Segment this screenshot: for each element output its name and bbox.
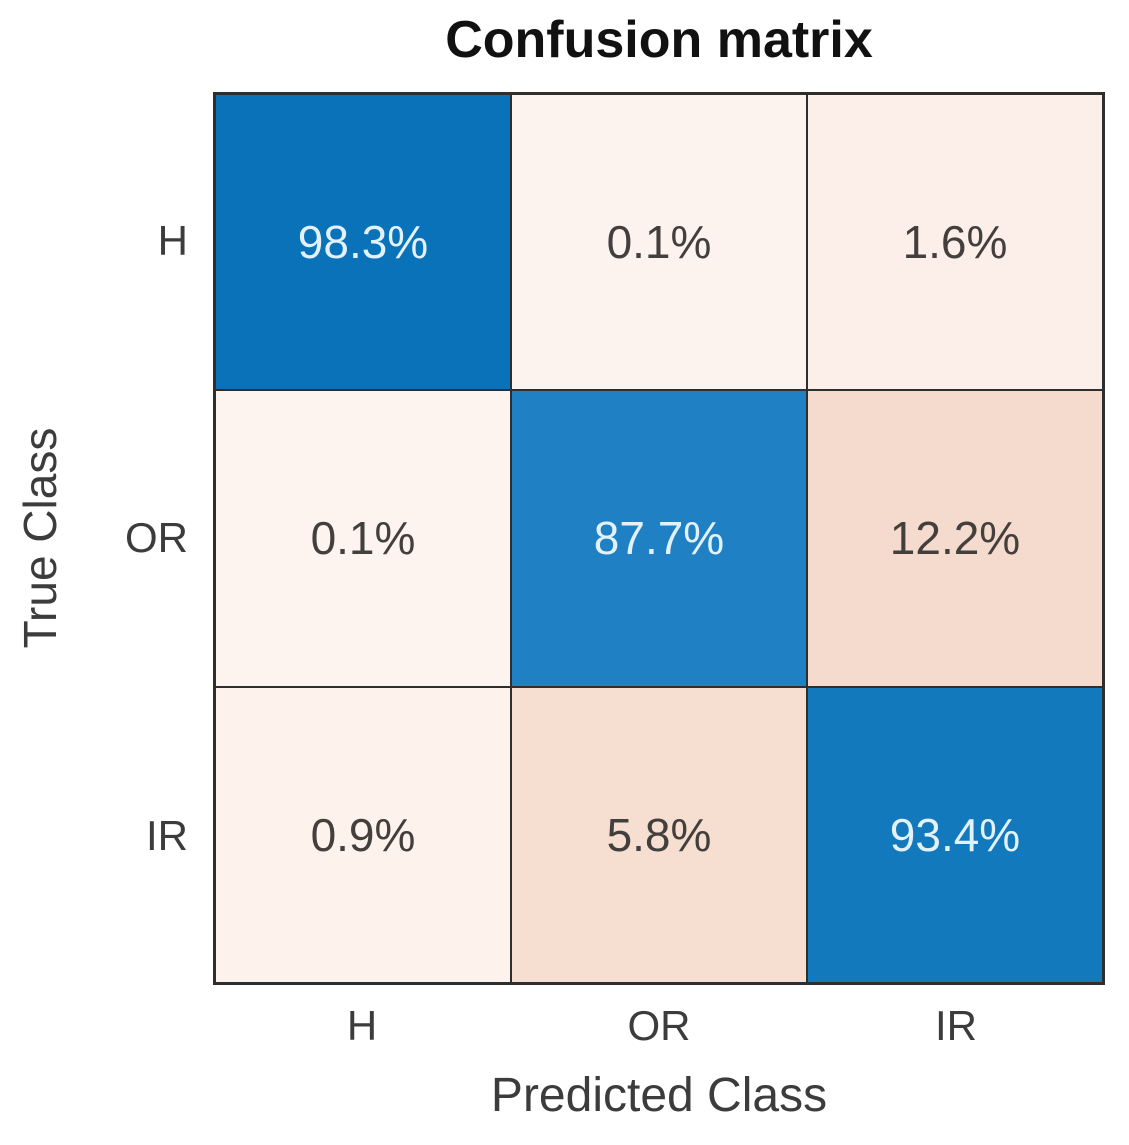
- chart-title: Confusion matrix: [445, 11, 873, 69]
- y-tick-H: H: [157, 217, 188, 264]
- matrix-cell-r2c1: 5.8%: [511, 686, 807, 983]
- y-axis-label: True Class: [14, 427, 66, 649]
- x-axis-label: Predicted Class: [490, 1069, 828, 1122]
- matrix-cell-r0c1: 0.1%: [511, 94, 807, 391]
- x-tick-OR: OR: [627, 1002, 691, 1049]
- matrix-cell-r1c0: 0.1%: [215, 390, 511, 687]
- x-tick-IR: IR: [935, 1002, 977, 1049]
- matrix-cell-r2c0: 0.9%: [215, 686, 511, 983]
- confusion-matrix-grid: 98.3% 0.1% 1.6% 0.1% 87.7% 12.2% 0.9% 5.…: [213, 92, 1105, 985]
- matrix-cell-r1c1: 87.7%: [511, 390, 807, 687]
- matrix-cell-r0c0: 98.3%: [215, 94, 511, 391]
- matrix-cell-r2c2: 93.4%: [807, 686, 1103, 983]
- x-tick-H: H: [346, 1002, 378, 1049]
- y-tick-IR: IR: [146, 812, 188, 859]
- matrix-cell-r0c2: 1.6%: [807, 94, 1103, 391]
- y-tick-OR: OR: [125, 514, 188, 561]
- matrix-cell-r1c2: 12.2%: [807, 390, 1103, 687]
